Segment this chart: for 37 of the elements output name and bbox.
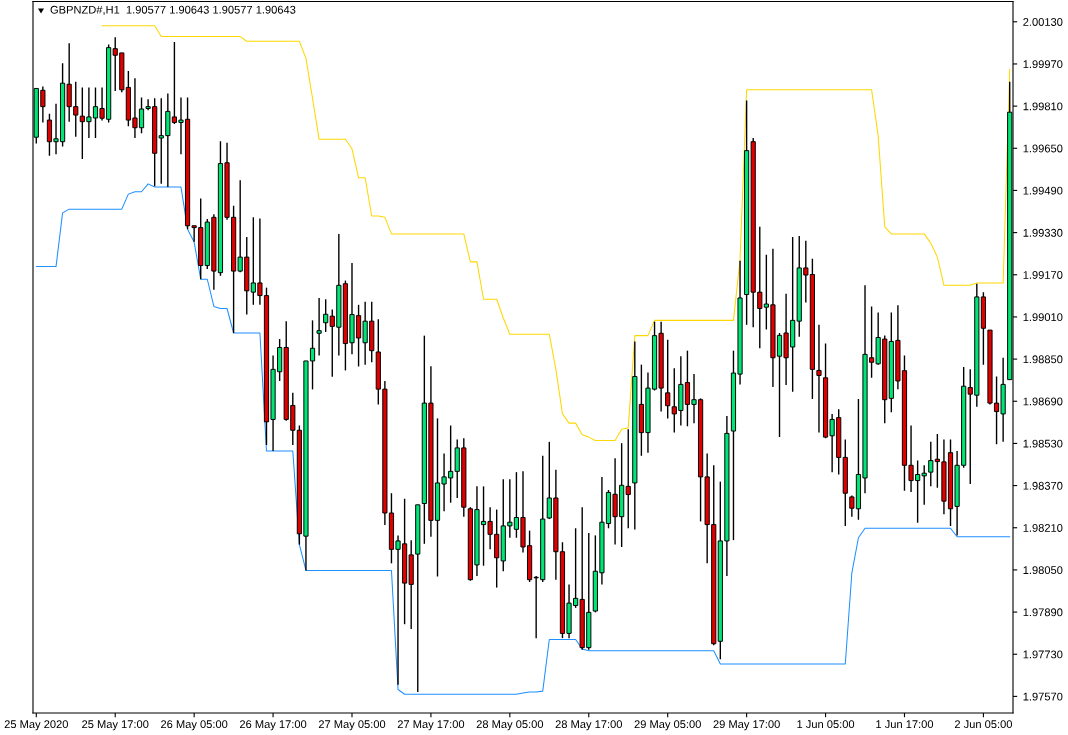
y-tick-label: 1.99170 [1023,271,1063,279]
x-tick-label: 26 May 05:00 [161,720,228,731]
y-tick-label: 1.99010 [1023,313,1063,322]
y-tick-label: 1.98210 [1023,524,1063,532]
x-tick-label: 27 May 17:00 [397,720,465,731]
y-tick-label: 1.97890 [1023,608,1063,617]
y-tick-label: 1.99970 [1023,60,1063,69]
candlestick [323,298,329,333]
x-tick-label: 28 May 05:00 [476,720,544,731]
y-tick-label: 1.99330 [1023,228,1063,237]
x-tick-label: 2 Jun 05:00 [954,720,1013,729]
x-tick-label: 29 May 17:00 [713,720,780,731]
y-tick-label: 1.98530 [1023,439,1063,448]
y-tick-label: 1.99650 [1023,144,1063,153]
x-tick-label: 1 Jun 17:00 [876,720,934,729]
candlestick [665,339,671,420]
y-tick-label: 1.99810 [1023,102,1063,111]
x-tick-label: 29 May 05:00 [634,720,701,731]
y-tick-label: 1.97730 [1023,650,1063,659]
candlestick [316,297,322,357]
y-tick-label: 1.98050 [1023,566,1063,575]
x-tick-label: 25 May 2020 [4,720,68,731]
line-series [35,183,1011,695]
y-tick-label: 2.00130 [1023,18,1063,26]
y-tick-label: 1.98370 [1023,481,1063,490]
candlestick [816,324,822,434]
y-tick-label: 1.99490 [1023,186,1063,195]
line-series [101,25,1011,442]
x-tick-label: 27 May 05:00 [318,720,386,731]
x-tick-label: 25 May 17:00 [82,720,149,731]
chart-title: GBPNZD#,H1 1.90577 1.90643 1.90577 1.90643 [50,5,296,15]
y-tick-label: 1.98850 [1023,355,1063,364]
x-tick-label: 28 May 17:00 [555,720,622,731]
x-tick-label: 1 Jun 05:00 [797,720,855,729]
x-tick-label: 26 May 17:00 [239,720,307,731]
y-tick-label: 1.97570 [1023,692,1063,701]
y-tick-label: 1.98690 [1023,397,1063,406]
